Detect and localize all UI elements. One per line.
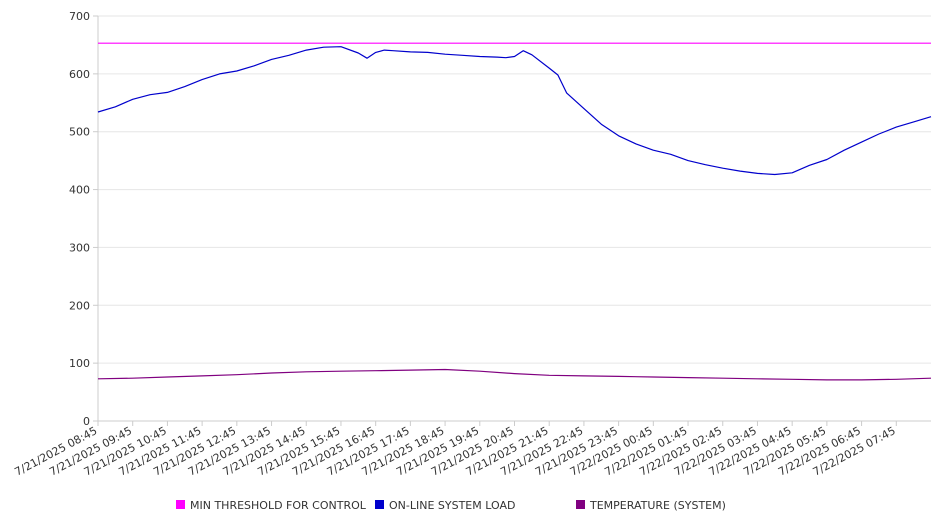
y-tick-label: 500 — [69, 126, 90, 139]
axes — [97, 16, 931, 422]
legend-item: MIN THRESHOLD FOR CONTROL — [176, 499, 367, 512]
legend-label: MIN THRESHOLD FOR CONTROL — [190, 499, 367, 512]
grid-lines — [98, 15, 931, 364]
legend-swatch — [375, 500, 384, 509]
y-tick-label: 300 — [69, 241, 90, 254]
series-lines — [97, 42, 932, 381]
series-line-on-line-system-load — [97, 46, 932, 176]
legend-label: TEMPERATURE (SYSTEM) — [589, 499, 726, 512]
series-line-temperature-system- — [97, 368, 932, 381]
legend-item: TEMPERATURE (SYSTEM) — [576, 499, 726, 512]
x-axis-ticks: 7/21/2025 08:457/21/2025 09:457/21/2025 … — [12, 421, 898, 479]
legend-swatch — [576, 500, 585, 509]
y-tick-label: 100 — [69, 357, 90, 370]
legend: MIN THRESHOLD FOR CONTROL ON-LINE SYSTEM … — [176, 499, 726, 512]
y-tick-label: 0 — [83, 415, 90, 428]
y-axis-ticks: 0 100 200 300 400 500 600 700 — [69, 10, 98, 428]
y-tick-label: 700 — [69, 10, 90, 23]
legend-swatch — [176, 500, 185, 509]
y-tick-label: 200 — [69, 299, 90, 312]
legend-label: ON-LINE SYSTEM LOAD — [389, 499, 515, 512]
y-tick-label: 600 — [69, 68, 90, 81]
legend-item: ON-LINE SYSTEM LOAD — [375, 499, 515, 512]
y-tick-label: 400 — [69, 184, 90, 197]
